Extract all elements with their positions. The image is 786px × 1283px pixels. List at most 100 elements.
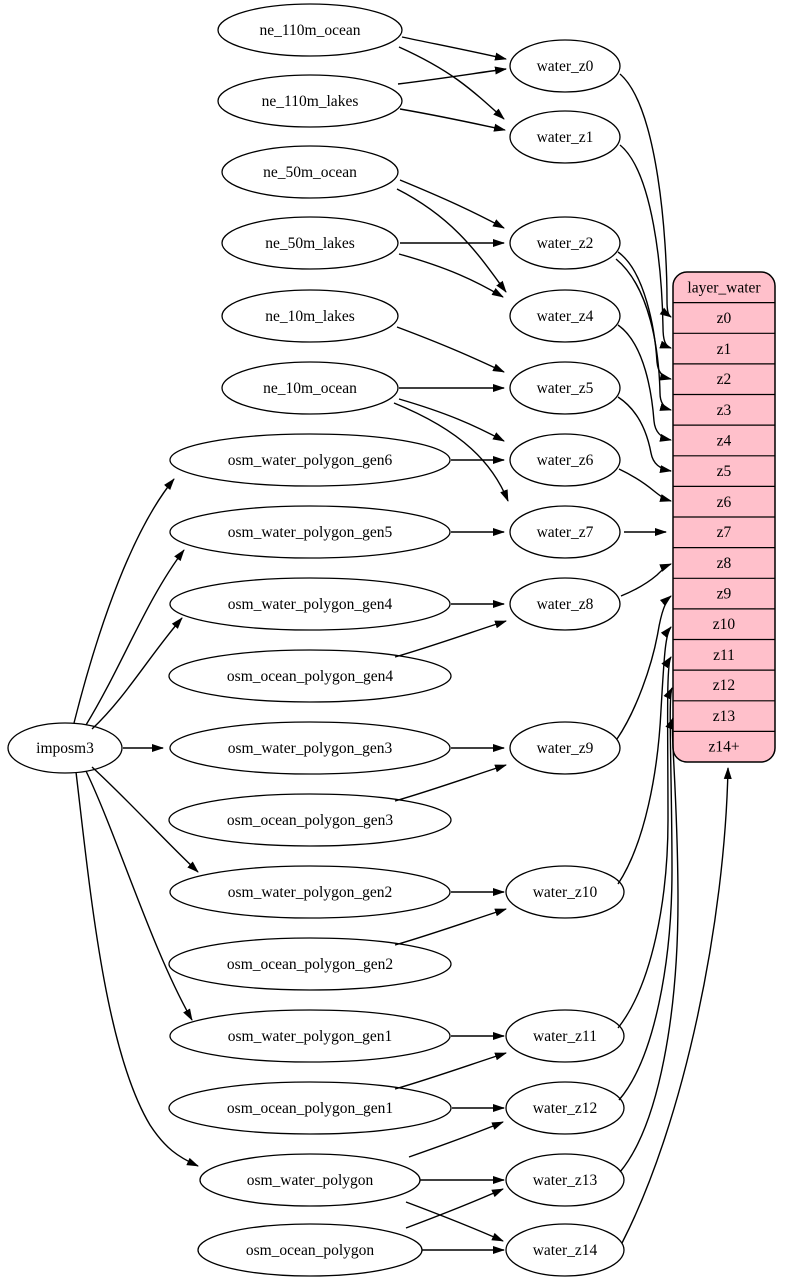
node-label: osm_water_polygon_gen1 bbox=[228, 1028, 392, 1045]
node-label: water_z0 bbox=[537, 58, 594, 75]
edge-water_z10-row-z10 bbox=[617, 626, 672, 885]
node-ne_50m_ocean: ne_50m_ocean bbox=[221, 145, 399, 199]
node-label: ne_50m_lakes bbox=[265, 235, 355, 252]
node-water_z1: water_z1 bbox=[509, 110, 621, 164]
edge-osm_water_polygon-water_z12 bbox=[408, 1121, 504, 1158]
edge-imposm3-osm_water_polygon_gen4 bbox=[91, 617, 183, 730]
node-label: ne_10m_ocean bbox=[263, 380, 357, 397]
node-osm_ocean_polygon_gen4: osm_ocean_polygon_gen4 bbox=[168, 649, 452, 703]
edge-osm_water_polygon-water_z14 bbox=[405, 1201, 504, 1242]
node-water_z11: water_z11 bbox=[505, 1009, 625, 1063]
node-layer_water: layer_water z0 z1 z2 z3 z4 z5 z6 z7 z8 z… bbox=[672, 271, 776, 763]
record-row-z12: z12 bbox=[713, 677, 735, 694]
node-osm_water_polygon_gen2: osm_water_polygon_gen2 bbox=[169, 865, 451, 919]
record-row-z11: z11 bbox=[713, 647, 735, 664]
node-label: osm_water_polygon_gen6 bbox=[228, 452, 393, 469]
edge-water_z14-row-z14plus bbox=[621, 767, 732, 1244]
node-label: osm_ocean_polygon bbox=[246, 1242, 375, 1259]
node-label: osm_ocean_polygon_gen4 bbox=[227, 668, 393, 685]
node-label: osm_ocean_polygon_gen2 bbox=[227, 956, 393, 973]
node-water_z10: water_z10 bbox=[505, 865, 625, 919]
edge-water_z8-row-z8 bbox=[620, 563, 672, 597]
edge-imposm3-osm_water_polygon_gen6 bbox=[73, 478, 175, 724]
node-label: osm_water_polygon_gen3 bbox=[228, 740, 393, 757]
edge-osm_ocean_polygon_gen1-water_z11 bbox=[394, 1052, 507, 1090]
edge-water_z2-row-z3 bbox=[615, 258, 672, 411]
node-osm_ocean_polygon_gen3: osm_ocean_polygon_gen3 bbox=[168, 793, 452, 847]
node-imposm3: imposm3 bbox=[7, 722, 123, 774]
record-row-z10: z10 bbox=[713, 616, 736, 633]
record-row-z7: z7 bbox=[717, 524, 732, 541]
node-label: water_z4 bbox=[537, 308, 594, 325]
node-osm_water_polygon: osm_water_polygon bbox=[199, 1153, 421, 1207]
record-row-z8: z8 bbox=[717, 555, 732, 572]
record-row-z13: z13 bbox=[713, 708, 736, 725]
node-ne_110m_ocean: ne_110m_ocean bbox=[217, 3, 403, 57]
edge-ne_50m_ocean-water_z2 bbox=[399, 179, 505, 229]
node-label: water_z11 bbox=[533, 1028, 597, 1045]
edge-ne_10m_lakes-water_z5 bbox=[396, 326, 505, 373]
edge-ne_10m_ocean-water_z7 bbox=[393, 402, 509, 502]
edge-imposm3-osm_water_polygon_gen2 bbox=[91, 766, 199, 873]
edge-ne_110m_lakes-water_z1 bbox=[399, 108, 506, 132]
node-label: osm_water_polygon bbox=[247, 1172, 374, 1189]
node-ne_10m_lakes: ne_10m_lakes bbox=[221, 289, 399, 343]
node-label: water_z6 bbox=[537, 452, 594, 469]
node-label: water_z5 bbox=[537, 380, 594, 397]
node-label: water_z9 bbox=[537, 740, 594, 757]
node-water_z12: water_z12 bbox=[505, 1081, 625, 1135]
edge-ne_10m_ocean-water_z6 bbox=[398, 398, 505, 442]
node-osm_ocean_polygon: osm_ocean_polygon bbox=[197, 1223, 423, 1277]
edge-ne_110m_ocean-water_z0 bbox=[401, 36, 507, 61]
node-osm_water_polygon_gen1: osm_water_polygon_gen1 bbox=[169, 1009, 451, 1063]
node-label: water_z10 bbox=[533, 884, 598, 901]
node-osm_ocean_polygon_gen1: osm_ocean_polygon_gen1 bbox=[168, 1081, 452, 1135]
node-label: osm_ocean_polygon_gen3 bbox=[227, 812, 393, 829]
node-osm_ocean_polygon_gen2: osm_ocean_polygon_gen2 bbox=[168, 937, 452, 991]
edge-osm_ocean_polygon_gen3-water_z9 bbox=[394, 764, 507, 802]
edge-water_z5-row-z5 bbox=[617, 396, 672, 473]
node-ne_10m_ocean: ne_10m_ocean bbox=[221, 361, 399, 415]
record-row-z3: z3 bbox=[717, 402, 732, 419]
edge-ne_110m_lakes-water_z0 bbox=[397, 66, 507, 85]
node-label: water_z8 bbox=[537, 596, 594, 613]
edge-imposm3-osm_water_polygon bbox=[75, 771, 199, 1167]
record-row-z14plus: z14+ bbox=[708, 739, 739, 756]
edge-imposm3-osm_water_polygon_gen5 bbox=[85, 549, 185, 726]
node-label: osm_water_polygon_gen5 bbox=[228, 524, 393, 541]
node-water_z2: water_z2 bbox=[509, 216, 621, 270]
node-label: ne_50m_ocean bbox=[263, 164, 357, 181]
record-row-z5: z5 bbox=[717, 463, 732, 480]
record-row-z6: z6 bbox=[717, 494, 732, 511]
node-label: ne_10m_lakes bbox=[265, 308, 355, 325]
edge-osm_ocean_polygon_gen2-water_z10 bbox=[394, 908, 507, 946]
node-osm_water_polygon_gen6: osm_water_polygon_gen6 bbox=[169, 433, 451, 487]
edge-water_z13-row-z13 bbox=[619, 717, 679, 1173]
record-row-z2: z2 bbox=[717, 371, 732, 388]
edge-ne_50m_lakes-water_z4 bbox=[398, 253, 504, 298]
edge-water_z0-row-z0 bbox=[619, 73, 672, 318]
node-water_z13: water_z13 bbox=[505, 1153, 625, 1207]
node-water_z6: water_z6 bbox=[509, 433, 621, 487]
node-water_z4: water_z4 bbox=[509, 289, 621, 343]
node-label: osm_ocean_polygon_gen1 bbox=[227, 1100, 393, 1117]
node-water_z7: water_z7 bbox=[509, 505, 621, 559]
node-label: osm_water_polygon_gen4 bbox=[228, 596, 393, 613]
node-label: water_z2 bbox=[537, 235, 594, 252]
record-row-z1: z1 bbox=[717, 341, 732, 358]
node-label: ne_110m_lakes bbox=[262, 93, 359, 110]
record-title: layer_water bbox=[687, 280, 761, 297]
edge-water_z11-row-z11 bbox=[617, 656, 672, 1029]
edge-osm_ocean_polygon-water_z13 bbox=[405, 1188, 504, 1229]
node-ne_110m_lakes: ne_110m_lakes bbox=[217, 74, 403, 128]
node-ne_50m_lakes: ne_50m_lakes bbox=[221, 216, 399, 270]
node-label: imposm3 bbox=[36, 740, 94, 757]
edge-ne_110m_ocean-water_z1 bbox=[398, 46, 505, 120]
node-label: ne_110m_ocean bbox=[260, 22, 361, 39]
edge-osm_ocean_polygon_gen4-water_z8 bbox=[394, 620, 507, 658]
record-row-z0: z0 bbox=[717, 310, 732, 327]
edge-water_z4-row-z4 bbox=[617, 324, 672, 442]
node-water_z0: water_z0 bbox=[509, 39, 621, 93]
